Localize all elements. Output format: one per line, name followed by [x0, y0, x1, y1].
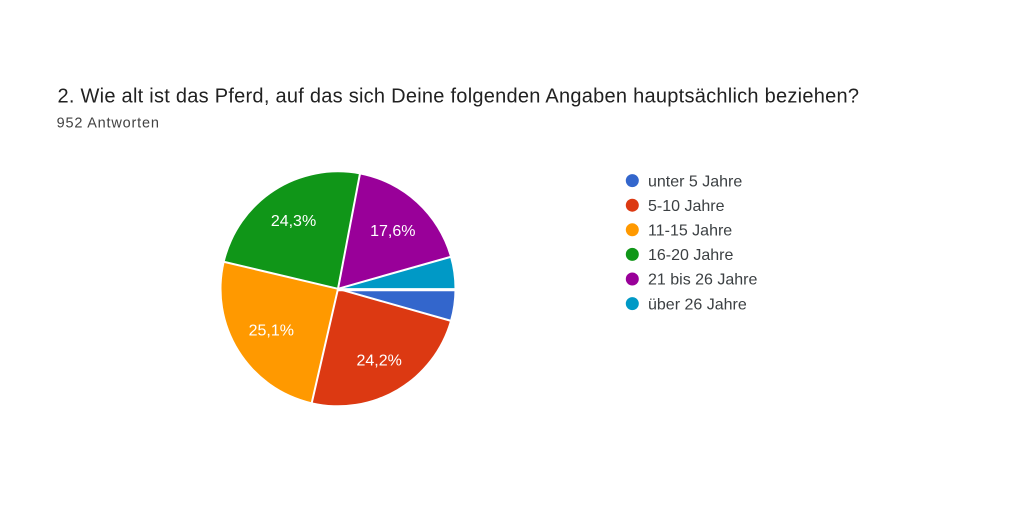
svg-text:unter 5 Jahre: unter 5 Jahre: [648, 173, 742, 190]
svg-text:21 bis 26 Jahre: 21 bis 26 Jahre: [648, 272, 758, 289]
svg-text:24,2%: 24,2%: [357, 353, 402, 370]
svg-text:24,3%: 24,3%: [271, 213, 316, 230]
svg-text:5-10 Jahre: 5-10 Jahre: [648, 198, 725, 215]
svg-text:über 26 Jahre: über 26 Jahre: [648, 296, 747, 313]
svg-text:25,1%: 25,1%: [249, 323, 294, 340]
svg-text:2. Wie alt ist das Pferd, auf: 2. Wie alt ist das Pferd, auf das sich D…: [58, 86, 860, 108]
svg-text:11-15 Jahre: 11-15 Jahre: [648, 223, 732, 240]
svg-text:17,6%: 17,6%: [370, 223, 415, 240]
svg-text:952 Antworten: 952 Antworten: [57, 116, 160, 132]
svg-text:16-20 Jahre: 16-20 Jahre: [648, 247, 733, 264]
